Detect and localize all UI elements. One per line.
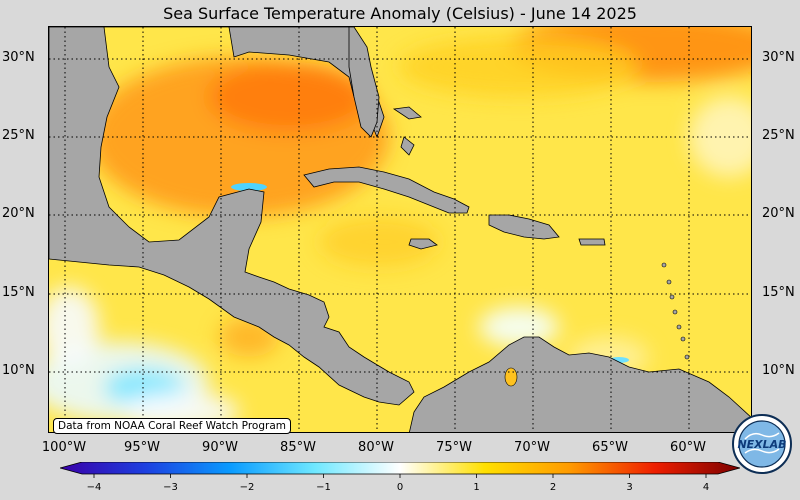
colorbar-ticks	[93, 474, 707, 478]
map-title: Sea Surface Temperature Anomaly (Celsius…	[163, 4, 637, 23]
lat-label-10n-left: 10°N	[2, 363, 35, 378]
colorbar: −4 −3 −2 −1 0 1 2 3 4	[58, 461, 742, 500]
lon-label-100w: 100°W	[41, 440, 87, 455]
lat-label-20n-right: 20°N	[762, 206, 795, 221]
lon-label-80w: 80°W	[358, 440, 394, 455]
lat-label-15n-right: 15°N	[762, 285, 795, 300]
colorbar-tick-0: 0	[396, 482, 404, 493]
lon-label-65w: 65°W	[592, 440, 628, 455]
lon-label-90w: 90°W	[202, 440, 238, 455]
lon-label-70w: 70°W	[514, 440, 550, 455]
lon-label-85w: 85°W	[280, 440, 316, 455]
lon-label-75w: 75°W	[436, 440, 472, 455]
lake-maracaibo	[504, 367, 518, 387]
colorbar-tick-neg3: −3	[163, 482, 178, 493]
lat-label-25n-right: 25°N	[762, 128, 795, 143]
colorbar-tick-neg2: −2	[239, 482, 255, 493]
colorbar-tick-4: 4	[702, 482, 710, 493]
colorbar-tick-neg1: −1	[316, 482, 331, 493]
cold-patch-yucatan	[231, 183, 267, 191]
lat-label-15n-left: 15°N	[2, 285, 35, 300]
colorbar-tick-1: 1	[473, 482, 480, 493]
lat-label-30n-left: 30°N	[2, 50, 35, 65]
colorbar-gradient	[58, 461, 742, 475]
landmass	[49, 27, 751, 432]
lat-label-30n-right: 30°N	[762, 50, 795, 65]
lat-label-10n-right: 10°N	[762, 363, 795, 378]
logo-wordmark: NEXLAB	[737, 438, 786, 451]
colorbar-tick-3: 3	[626, 482, 633, 493]
lon-label-95w: 95°W	[124, 440, 160, 455]
nexlab-logo[interactable]: NEXLAB	[731, 413, 793, 475]
lon-label-60w: 60°W	[670, 440, 706, 455]
lat-label-25n-left: 25°N	[2, 128, 35, 143]
graticule	[49, 27, 751, 432]
lat-label-20n-left: 20°N	[2, 206, 35, 221]
colorbar-tick-neg4: −4	[86, 482, 102, 493]
data-credit-box: Data from NOAA Coral Reef Watch Program	[53, 418, 291, 434]
sst-anomaly-map	[48, 26, 752, 433]
colorbar-tick-2: 2	[549, 482, 557, 493]
